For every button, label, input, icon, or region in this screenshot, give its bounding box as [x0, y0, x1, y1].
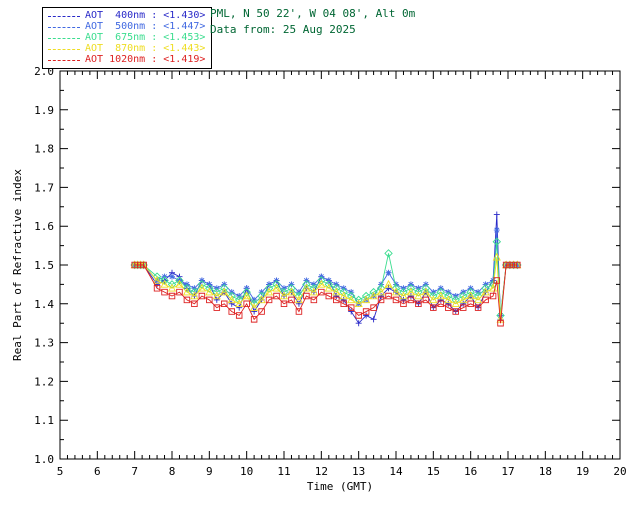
- x-tick-label: 9: [206, 465, 213, 478]
- y-tick-label: 1.5: [34, 259, 54, 272]
- x-tick-label: 18: [539, 465, 552, 478]
- legend-item-label: AOT 675nm : <1.453>: [85, 32, 206, 43]
- series-aot-1020nm: [131, 261, 521, 327]
- y-tick-label: 1.6: [34, 220, 54, 233]
- series-line: [134, 241, 518, 316]
- legend-item-label: AOT 500nm : <1.447>: [85, 21, 206, 32]
- axis-ticks: [59, 70, 621, 460]
- x-tick-label: 12: [315, 465, 328, 478]
- x-tick-label: 6: [94, 465, 101, 478]
- x-tick-label: 13: [352, 465, 365, 478]
- y-tick-label: 1.3: [34, 337, 54, 350]
- legend: AOT 400nm : <1.430> AOT 500nm : <1.447> …: [42, 7, 213, 69]
- y-tick-label: 1.8: [34, 143, 54, 156]
- legend-item-500nm: AOT 500nm : <1.447>: [48, 22, 205, 32]
- data-date-text: Data from: 25 Aug 2025: [210, 23, 356, 36]
- y-axis-label: Real Part of Refractive index: [11, 169, 24, 361]
- x-tick-label: 20: [613, 465, 626, 478]
- x-tick-label: 19: [576, 465, 589, 478]
- x-tick-label: 8: [169, 465, 176, 478]
- legend-item-675nm: AOT 675nm : <1.453>: [48, 33, 205, 43]
- y-tick-label: 1.2: [34, 375, 54, 388]
- series-markers: [131, 261, 521, 327]
- x-tick-label: 5: [57, 465, 64, 478]
- series-aot-400nm: [131, 211, 521, 327]
- legend-item-400nm: AOT 400nm : <1.430>: [48, 11, 205, 21]
- x-tick-label: 14: [389, 465, 403, 478]
- legend-line-sample-1020nm: [48, 59, 80, 61]
- x-tick-label: 11: [277, 465, 290, 478]
- legend-item-label: AOT 1020nm : <1.419>: [85, 54, 206, 65]
- legend-line-sample-400nm: [48, 15, 80, 17]
- legend-item-label: AOT 400nm : <1.430>: [85, 10, 206, 21]
- y-tick-label: 1.1: [34, 414, 54, 427]
- legend-line-sample-675nm: [48, 37, 80, 39]
- x-axis-label: Time (GMT): [307, 480, 373, 493]
- x-tick-label: 7: [131, 465, 138, 478]
- y-tick-label: 1.4: [34, 298, 54, 311]
- x-tick-label: 16: [464, 465, 477, 478]
- site-location-text: PML, N 50 22', W 04 08', Alt 0m: [210, 7, 416, 20]
- legend-item-870nm: AOT 870nm : <1.443>: [48, 44, 205, 54]
- legend-item-1020nm: AOT 1020nm : <1.419>: [48, 55, 205, 65]
- axes: [59, 70, 621, 460]
- series-markers: [131, 211, 521, 327]
- legend-line-sample-870nm: [48, 48, 80, 50]
- y-tick-label: 1.0: [34, 453, 54, 466]
- y-tick-label: 1.9: [34, 104, 54, 117]
- x-tick-label: 17: [501, 465, 514, 478]
- x-tick-label: 10: [240, 465, 253, 478]
- legend-item-label: AOT 870nm : <1.443>: [85, 43, 206, 54]
- legend-line-sample-500nm: [48, 26, 80, 28]
- series-line: [134, 264, 518, 324]
- header-block: PML, N 50 22', W 04 08', Alt 0m Data fro…: [210, 6, 415, 38]
- x-tick-label: 15: [427, 465, 440, 478]
- tick-labels: 5 6 7 8 9 10 11 12 13 14 15 16 17 18 19 20 1.0 1.1 1.2 1.3 1…: [34, 65, 627, 478]
- y-tick-label: 1.7: [34, 181, 54, 194]
